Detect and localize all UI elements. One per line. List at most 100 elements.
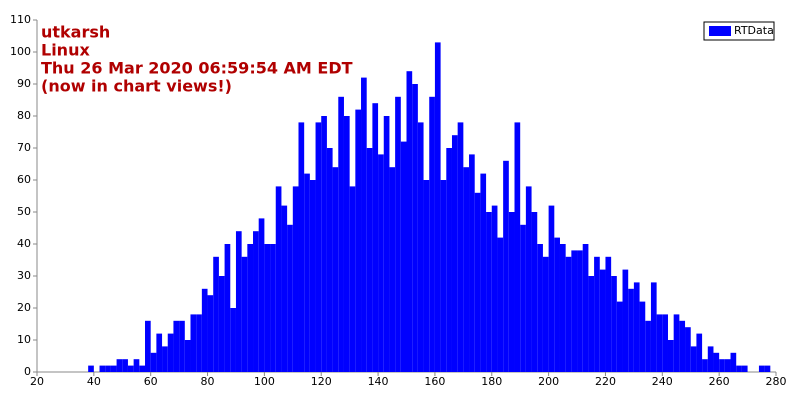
bar [213, 256, 219, 372]
legend-label: RTData [734, 24, 774, 37]
bar [247, 244, 254, 372]
bar [258, 218, 265, 372]
bar [434, 42, 441, 373]
bar [235, 231, 242, 372]
bar [230, 308, 236, 372]
bar [321, 116, 327, 372]
bar [525, 186, 532, 372]
bar [190, 314, 197, 372]
bar [440, 180, 447, 372]
bar [395, 96, 401, 373]
bar [656, 314, 663, 372]
bar [218, 276, 225, 372]
bar [332, 167, 339, 372]
bar [139, 365, 146, 372]
bar [713, 352, 720, 372]
bar [673, 314, 680, 372]
y-tick-label: 80 [17, 109, 31, 122]
bar [594, 256, 600, 372]
bar [292, 186, 299, 372]
bar [423, 180, 430, 372]
bar [349, 186, 356, 372]
bar [503, 160, 509, 372]
bar [110, 365, 117, 372]
bar [88, 365, 94, 372]
bar [281, 205, 288, 372]
bar [150, 352, 157, 372]
bar [383, 116, 390, 372]
bar [275, 186, 282, 372]
legend-swatch [709, 26, 731, 36]
bar [372, 103, 379, 372]
bar [201, 288, 208, 372]
bar [179, 320, 185, 372]
bar [253, 231, 259, 372]
bar [605, 256, 612, 372]
bar [486, 212, 492, 372]
bar [508, 212, 515, 372]
bar [270, 244, 276, 372]
bar [389, 167, 396, 372]
bar [514, 122, 521, 373]
bar [463, 167, 470, 372]
bar [702, 359, 708, 372]
x-tick-label: 220 [595, 375, 616, 388]
bar [156, 333, 163, 372]
bar [315, 122, 322, 373]
title-line: utkarsh [41, 23, 110, 42]
bar [122, 359, 128, 372]
bar [116, 359, 123, 372]
bar [298, 122, 305, 373]
bar [611, 276, 617, 372]
bar [366, 148, 373, 372]
y-tick-label: 30 [17, 269, 31, 282]
x-tick-label: 100 [254, 375, 275, 388]
bar [730, 352, 737, 372]
x-tick-label: 180 [481, 375, 502, 388]
bar [724, 359, 731, 372]
bar [758, 365, 765, 372]
title-line: Linux [41, 41, 90, 60]
bar [520, 224, 526, 372]
bar [690, 346, 697, 372]
title-line: Thu 26 Mar 2020 06:59:54 AM EDT [41, 59, 353, 78]
x-tick-label: 260 [709, 375, 730, 388]
x-tick-label: 140 [368, 375, 389, 388]
bar [196, 314, 202, 372]
bar [378, 154, 384, 372]
bar [497, 237, 504, 372]
bar [406, 71, 413, 372]
bar [736, 365, 742, 372]
bar [542, 256, 549, 372]
bar [719, 359, 725, 372]
bar [559, 244, 566, 372]
bar [457, 122, 464, 373]
bar [184, 340, 191, 372]
bar [639, 301, 646, 372]
x-tick-label: 280 [766, 375, 787, 388]
bar [343, 116, 350, 372]
bar [764, 365, 771, 372]
bar [287, 224, 293, 372]
bar [207, 295, 214, 372]
x-tick-label: 120 [311, 375, 332, 388]
bar [412, 84, 418, 372]
bar [167, 333, 174, 372]
x-tick-label: 200 [538, 375, 559, 388]
bar [145, 320, 151, 372]
bar [309, 180, 316, 372]
bar [696, 333, 703, 372]
bar [338, 96, 344, 373]
bar [451, 135, 458, 372]
bar [577, 250, 583, 372]
bar [326, 148, 333, 372]
y-tick-label: 100 [10, 45, 31, 58]
x-tick-label: 80 [201, 375, 215, 388]
bar [554, 237, 560, 372]
bar [622, 269, 629, 372]
bar [99, 365, 106, 372]
bar [173, 320, 180, 372]
bar [446, 148, 452, 372]
bar [133, 359, 140, 372]
y-tick-label: 110 [10, 13, 31, 26]
